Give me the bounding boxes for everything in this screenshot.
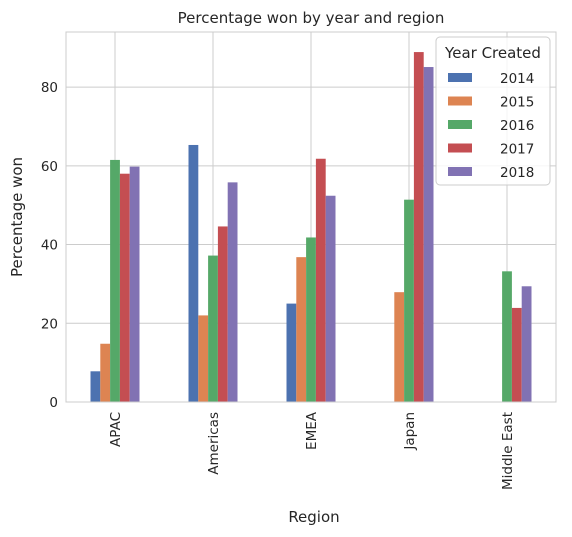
- legend-label: 2018: [500, 165, 534, 181]
- y-tick-label: 20: [41, 316, 58, 332]
- bar-2018-middle-east: [521, 286, 532, 402]
- bar-2016-japan: [404, 199, 414, 402]
- y-tick-label: 0: [49, 395, 58, 411]
- x-tick-label: EMEA: [304, 411, 320, 450]
- bar-2017-japan: [413, 52, 424, 403]
- bar-2015-americas: [198, 315, 209, 402]
- x-tick-label: Japan: [402, 412, 418, 451]
- legend-label: 2016: [500, 118, 534, 134]
- bar-2018-emea: [325, 195, 336, 402]
- bar-2015-apac: [100, 343, 111, 402]
- bar-2016-emea: [306, 237, 316, 402]
- legend-swatch: [448, 96, 472, 106]
- bar-2017-emea: [315, 158, 326, 402]
- bar-2017-apac: [119, 173, 130, 402]
- legend: Year Created 2014 2015 2016 2017 2018: [435, 36, 551, 186]
- y-axis-label: Percentage won: [8, 157, 26, 277]
- x-tick-label: Middle East: [500, 412, 516, 490]
- chart-title: Percentage won by year and region: [178, 9, 445, 27]
- x-axis-label: Region: [288, 508, 339, 526]
- bar-2017-middle-east: [511, 307, 522, 402]
- bar-2014-americas: [188, 144, 199, 402]
- bar-2015-emea: [296, 257, 307, 402]
- plot-frame: [65, 31, 557, 403]
- bar-2016-apac: [110, 159, 120, 402]
- y-tick-label: 80: [41, 80, 58, 96]
- bar-2014-apac: [90, 371, 101, 402]
- legend-label: 2014: [500, 71, 534, 87]
- bar-2016-americas: [208, 255, 218, 402]
- legend-label: 2015: [500, 95, 534, 111]
- y-tick-label: 40: [41, 238, 58, 254]
- bar-2014-emea: [286, 303, 297, 402]
- bar-2018-apac: [129, 166, 140, 402]
- bar-2017-americas: [217, 226, 228, 402]
- x-tick-label: APAC: [108, 412, 124, 447]
- bar-2015-japan: [394, 292, 405, 402]
- legend-swatch: [448, 143, 472, 153]
- legend-title: Year Created: [444, 44, 541, 62]
- bar-2016-middle-east: [502, 271, 512, 402]
- legend-swatch: [448, 73, 472, 82]
- y-tick-label: 60: [41, 159, 58, 175]
- bar-2018-japan: [423, 67, 434, 402]
- legend-label: 2017: [500, 142, 534, 158]
- legend-swatch: [448, 120, 472, 129]
- x-tick-label: Americas: [206, 412, 222, 475]
- bar-2018-americas: [227, 182, 238, 402]
- legend-swatch: [448, 167, 472, 176]
